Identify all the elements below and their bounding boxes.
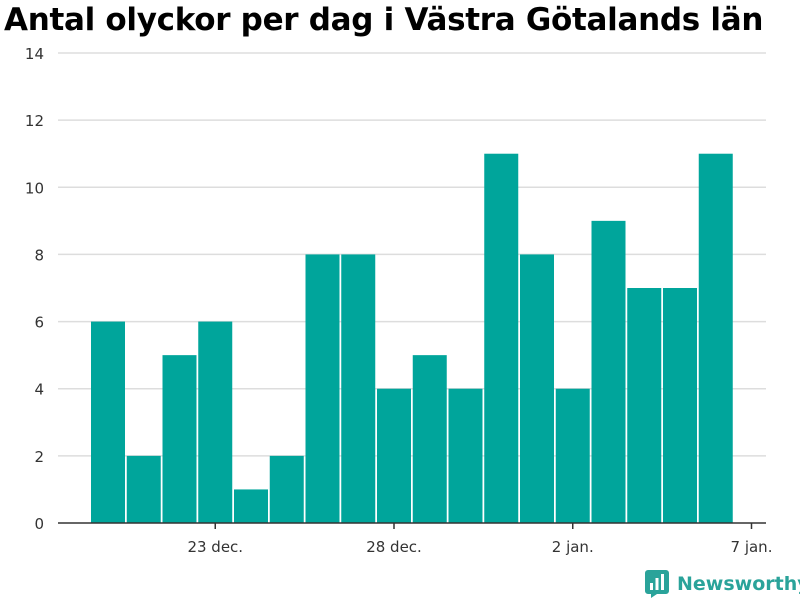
bar [412, 355, 447, 523]
y-tick-label: 6 [34, 314, 44, 332]
bar [305, 254, 340, 523]
y-tick-label: 10 [25, 179, 44, 197]
bar [341, 254, 376, 523]
bar [627, 288, 662, 523]
newsworthy-logo: Newsworthy [645, 570, 800, 598]
bar [234, 489, 268, 523]
y-tick-label: 0 [34, 515, 44, 533]
bar [91, 321, 125, 523]
y-tick-label: 4 [34, 381, 44, 399]
y-tick-label: 2 [34, 448, 44, 466]
chart-title: Antal olyckor per dag i Västra Götalands… [4, 2, 764, 38]
bar [126, 455, 161, 523]
x-tick-label: 7 jan. [731, 538, 773, 556]
y-axis-labels: 0 2 4 6 8 10 12 14 [25, 45, 44, 533]
y-tick-label: 14 [25, 45, 44, 63]
bar [198, 321, 233, 523]
bar [484, 153, 519, 523]
bar [555, 388, 590, 523]
bar [269, 455, 304, 523]
bar-chart-logo-icon [645, 570, 669, 598]
bar [162, 355, 197, 523]
x-axis-labels: 23 dec. 28 dec. 2 jan. 7 jan. [187, 538, 772, 556]
x-axis [58, 522, 766, 529]
bar [377, 388, 411, 523]
bar [663, 288, 697, 523]
y-tick-label: 8 [34, 246, 44, 264]
bar [520, 254, 554, 523]
y-tick-label: 12 [25, 112, 44, 130]
brand-name: Newsworthy [677, 573, 800, 595]
bar [591, 220, 626, 523]
x-tick-label: 28 dec. [366, 538, 422, 556]
bar [448, 388, 483, 523]
bars [91, 153, 733, 523]
x-tick-label: 23 dec. [187, 538, 243, 556]
bar [698, 153, 733, 523]
x-tick-label: 2 jan. [552, 538, 594, 556]
